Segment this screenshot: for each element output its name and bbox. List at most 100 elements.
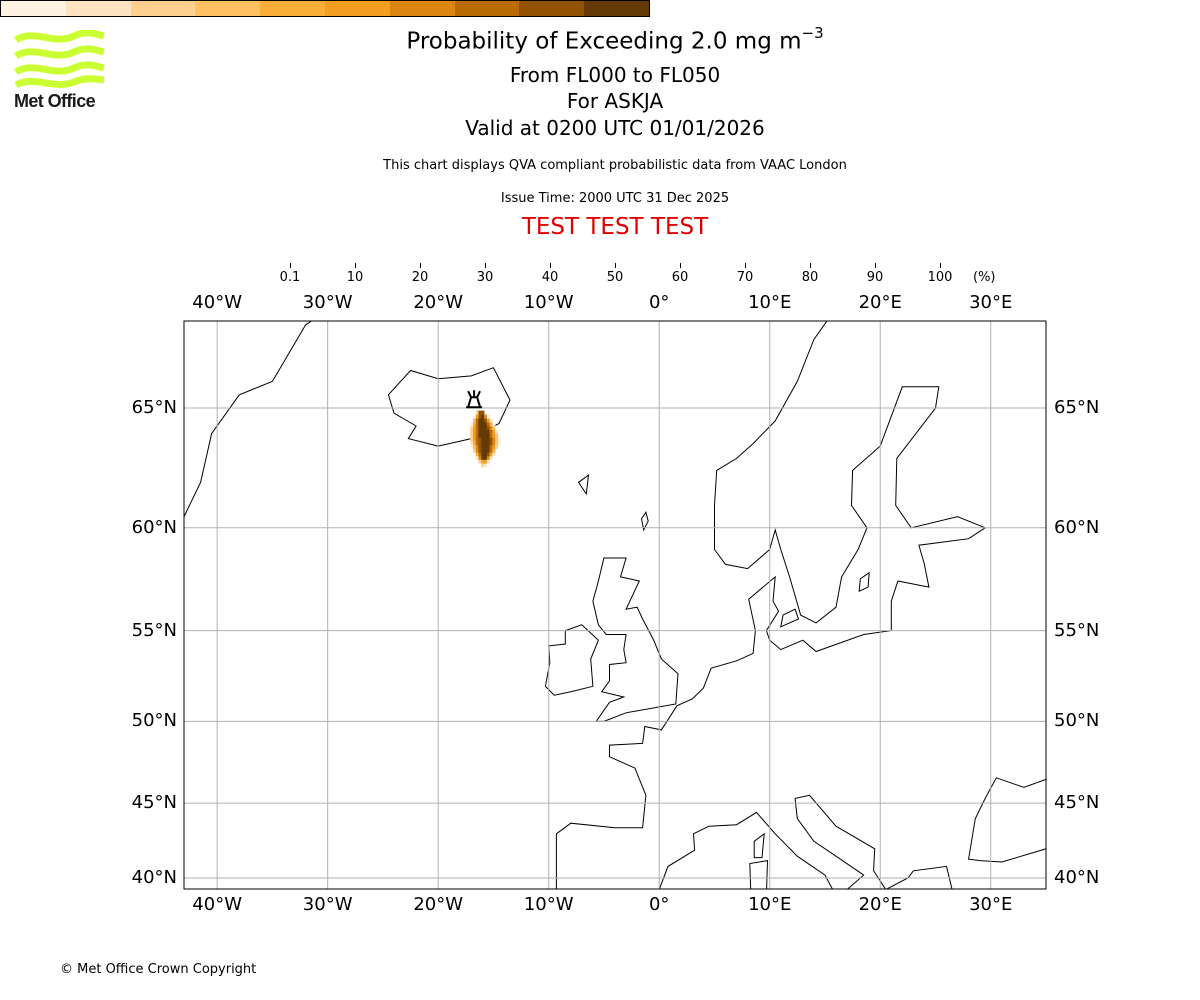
volcano-icon bbox=[466, 390, 483, 409]
plume-cell bbox=[473, 418, 477, 423]
plume-cell bbox=[475, 429, 479, 434]
plume-cell bbox=[486, 452, 490, 457]
lon-label-top: 40°W bbox=[192, 292, 242, 313]
copyright: © Met Office Crown Copyright bbox=[60, 962, 257, 977]
plume-cell bbox=[470, 437, 474, 442]
plume-cell bbox=[492, 429, 496, 434]
colorbar-bin bbox=[260, 1, 325, 16]
plume-cell bbox=[470, 426, 474, 431]
plume-cell bbox=[495, 444, 499, 449]
plume-cell bbox=[497, 437, 501, 442]
colorbar-tick-label: 60 bbox=[671, 270, 689, 285]
plume-cell bbox=[484, 459, 488, 464]
colorbar-tick bbox=[809, 263, 811, 268]
plume-cell bbox=[484, 452, 488, 457]
gotland-coast bbox=[858, 571, 870, 593]
plume-cell bbox=[495, 433, 499, 438]
plume-cell bbox=[478, 459, 482, 464]
colorbar-tick bbox=[484, 263, 486, 268]
lon-label-top: 20°W bbox=[413, 292, 464, 313]
plume-cell bbox=[495, 437, 499, 442]
lat-label-left: 55°N bbox=[131, 619, 177, 641]
plume-cell bbox=[484, 426, 488, 431]
plume-cell bbox=[489, 444, 493, 449]
plume-cell bbox=[478, 429, 482, 434]
colorbar-tick bbox=[874, 263, 876, 268]
colorbar-tick-label: 100 bbox=[927, 270, 953, 285]
plume-cell bbox=[489, 433, 493, 438]
plume-cell bbox=[484, 448, 488, 453]
plume-cell bbox=[481, 452, 485, 457]
valid-time: Valid at 0200 UTC 01/01/2026 bbox=[465, 116, 765, 140]
colorbar-bin bbox=[65, 1, 131, 16]
lon-label-bottom: 30°E bbox=[969, 894, 1013, 915]
plume-cell bbox=[486, 418, 490, 423]
lat-label-left: 40°N bbox=[131, 867, 177, 888]
plume-cell bbox=[492, 448, 496, 453]
lat-label-left: 65°N bbox=[131, 397, 177, 418]
colorbar-tick-label: 0.1 bbox=[279, 270, 301, 285]
plume-cell bbox=[481, 463, 485, 468]
black-sea-coast bbox=[968, 777, 1046, 863]
lat-label-right: 55°N bbox=[1054, 619, 1100, 641]
plume-cell bbox=[489, 426, 493, 431]
plume-cell bbox=[475, 452, 479, 457]
colorbar-tick-label: 10 bbox=[346, 270, 364, 285]
plume-cell bbox=[484, 444, 488, 449]
plume-cell bbox=[473, 448, 477, 453]
lat-label-right: 60°N bbox=[1054, 516, 1100, 538]
plume-cell bbox=[484, 429, 488, 434]
map-frame bbox=[183, 320, 1047, 890]
lon-label-bottom: 20°E bbox=[858, 894, 902, 915]
plume-cell bbox=[473, 433, 477, 438]
lon-label-top: 30°W bbox=[302, 292, 353, 313]
plume-cell bbox=[489, 441, 493, 446]
plume-cell bbox=[486, 459, 490, 464]
lat-label-left: 60°N bbox=[131, 516, 177, 538]
plume-cell bbox=[486, 448, 490, 453]
plume-cell bbox=[475, 437, 479, 442]
colorbar-tick-label: 30 bbox=[476, 270, 494, 285]
plume-cell bbox=[489, 422, 493, 427]
plume-cell bbox=[478, 426, 482, 431]
plume-cell bbox=[478, 452, 482, 457]
colorbar-tick bbox=[354, 263, 356, 268]
plume-cell bbox=[478, 441, 482, 446]
greenland-coast bbox=[184, 321, 313, 518]
volcano-name: For ASKJA bbox=[566, 89, 664, 113]
colorbar-bin bbox=[324, 1, 390, 16]
lon-label-bottom: 10°E bbox=[748, 894, 792, 915]
plume-cell bbox=[486, 422, 490, 427]
plume-cell bbox=[475, 448, 479, 453]
plume-cell bbox=[484, 418, 488, 423]
plume-cell bbox=[470, 441, 474, 446]
plume-cell bbox=[473, 437, 477, 442]
shetland-coast bbox=[640, 510, 649, 532]
plume-cell bbox=[478, 414, 482, 419]
plume-cell bbox=[492, 426, 496, 431]
faroe-coast bbox=[577, 474, 590, 496]
plume-cell bbox=[484, 455, 488, 460]
plume-cell bbox=[486, 426, 490, 431]
plume-cell bbox=[489, 429, 493, 434]
plume-cell bbox=[495, 441, 499, 446]
colorbar bbox=[0, 0, 650, 17]
colorbar-tick bbox=[289, 263, 291, 268]
plume-cell bbox=[478, 437, 482, 442]
plume-cell bbox=[478, 418, 482, 423]
title-main: Probability of Exceeding 2.0 mg m bbox=[406, 28, 802, 55]
plume-cell bbox=[484, 433, 488, 438]
plume-cell bbox=[475, 455, 479, 460]
lat-label-right: 65°N bbox=[1054, 397, 1100, 418]
colorbar-bin bbox=[195, 1, 261, 16]
plume-cell bbox=[475, 410, 479, 415]
plume-cell bbox=[481, 418, 485, 423]
plume-cell bbox=[470, 444, 474, 449]
plume-cell bbox=[489, 452, 493, 457]
plume-cell bbox=[492, 437, 496, 442]
plume-cell bbox=[489, 448, 493, 453]
lon-label-top: 20°E bbox=[858, 292, 902, 313]
chart-title: Probability of Exceeding 2.0 mg m−3 bbox=[0, 24, 1200, 55]
plume-cell bbox=[470, 429, 474, 434]
